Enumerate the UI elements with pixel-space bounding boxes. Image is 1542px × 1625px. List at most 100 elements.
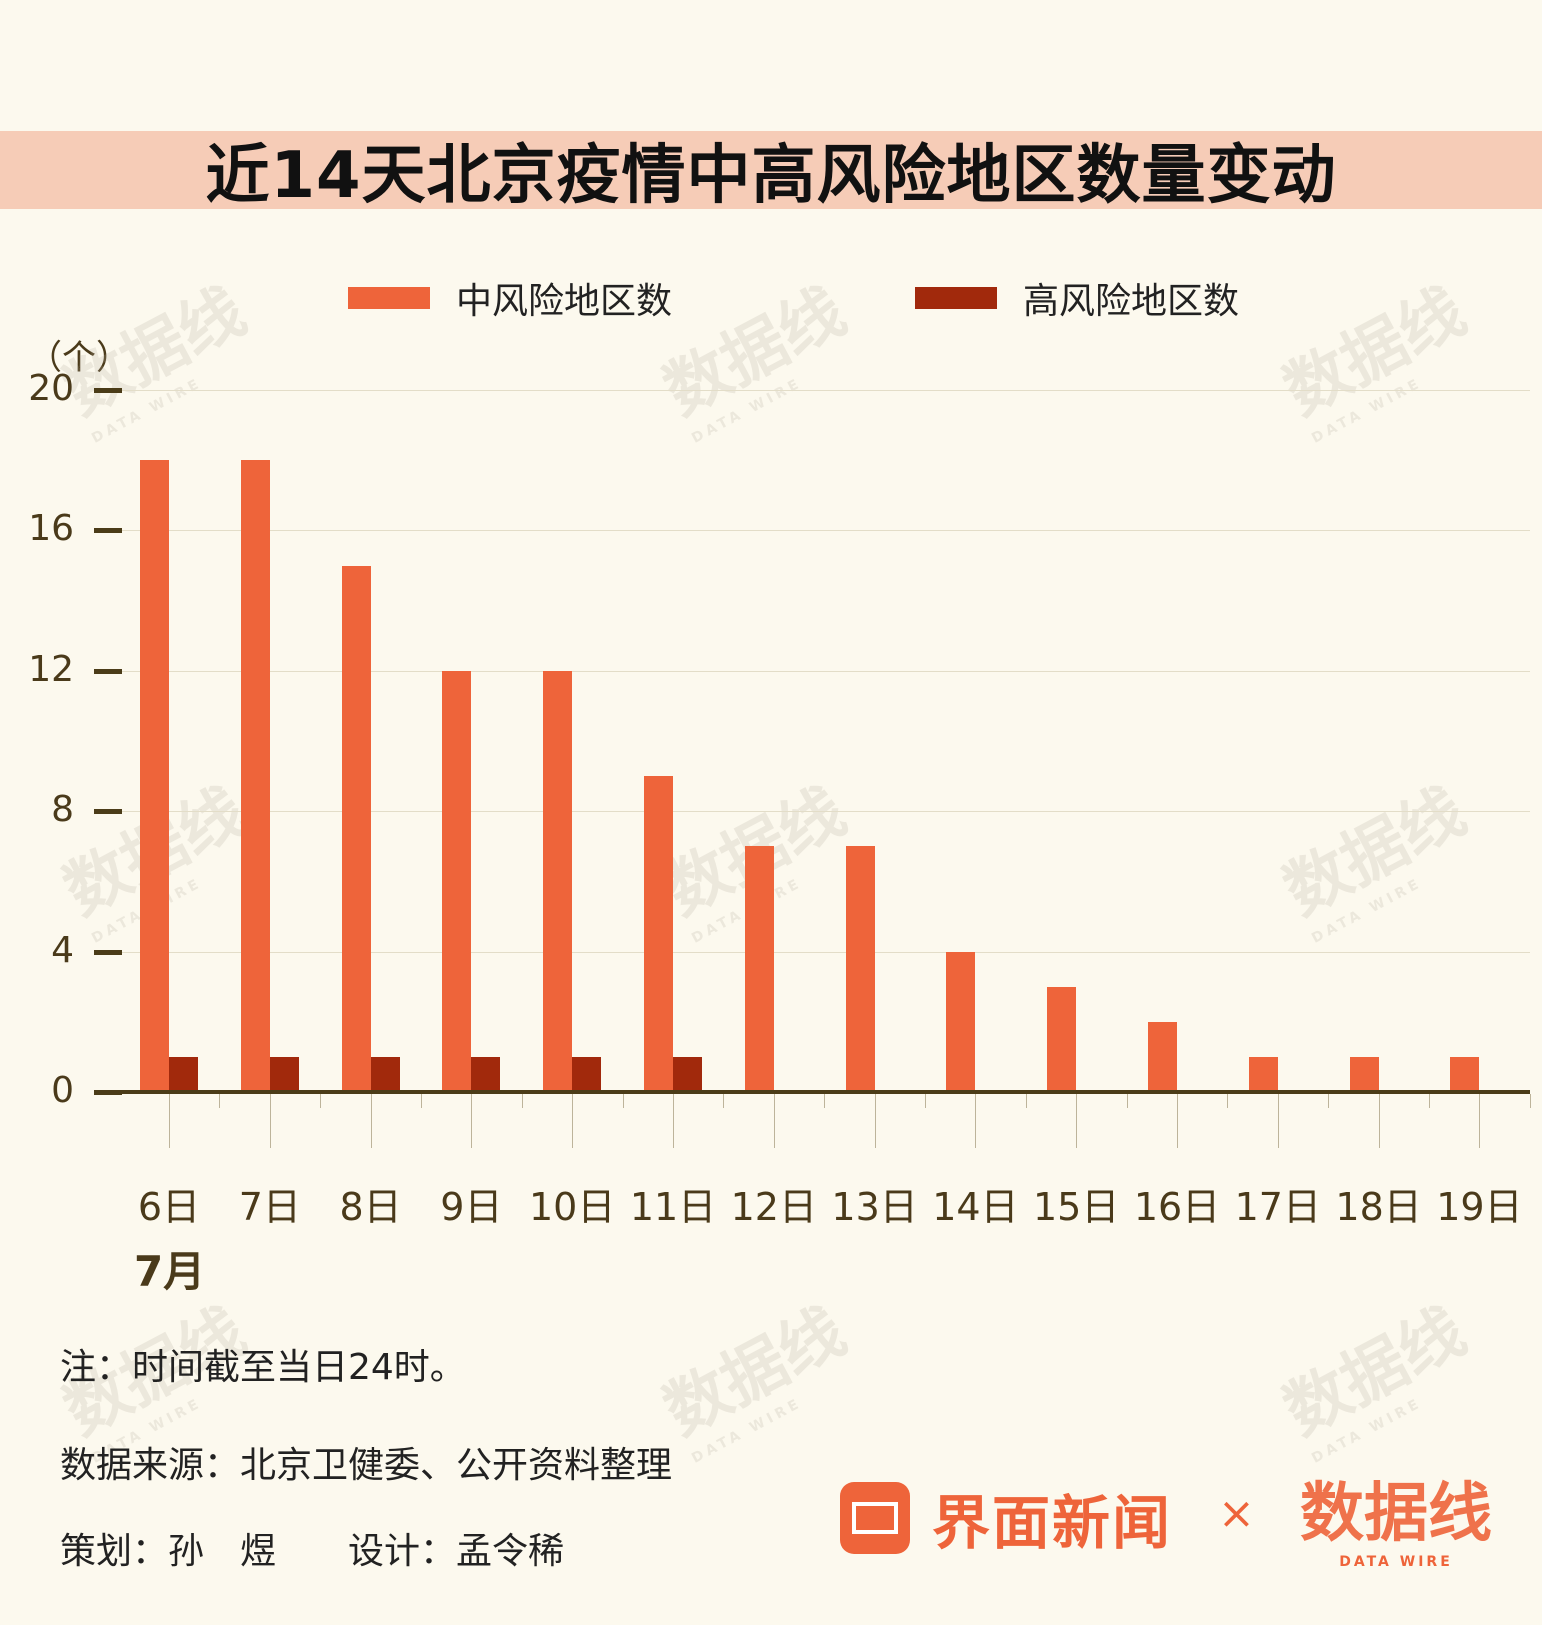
legend-label-high: 高风险地区数 xyxy=(1023,281,1240,322)
y-tick-label: 4 xyxy=(51,929,74,971)
x-tick-label: 7日 xyxy=(238,1185,301,1229)
x-tick-mark xyxy=(1378,1094,1380,1148)
bar-medium-risk xyxy=(1047,986,1077,1092)
x-minor-tick xyxy=(219,1094,221,1108)
bar-medium-risk xyxy=(644,776,673,1092)
bar-medium-risk xyxy=(1349,1056,1379,1092)
x-minor-tick xyxy=(521,1094,523,1108)
x-tick-mark xyxy=(169,1094,170,1148)
x-minor-tick xyxy=(1025,1094,1027,1108)
datawire-logo-icon: 数据线 xyxy=(1300,1477,1492,1551)
y-tick-label: 12 xyxy=(28,648,74,690)
x-tick-label: 10日 xyxy=(529,1185,616,1229)
y-tick-label: 8 xyxy=(51,789,74,831)
bar-medium-risk xyxy=(744,846,774,1092)
legend-item-high: 高风险地区数 xyxy=(915,272,1239,324)
x-tick-mark xyxy=(773,1094,775,1148)
x-minor-tick xyxy=(421,1094,422,1108)
x-minor-tick xyxy=(1529,1094,1531,1108)
jiemian-logo-icon xyxy=(840,1482,910,1554)
y-tick-mark xyxy=(94,809,122,815)
bar-medium-risk xyxy=(543,670,573,1092)
x-tick-label: 19日 xyxy=(1436,1185,1523,1229)
x-tick-mark xyxy=(1177,1094,1178,1148)
title-band: 近14天北京疫情中高风险地区数量变动 xyxy=(0,131,1542,213)
credits-text: 策划：孙 煜 设计：孟令稀 xyxy=(60,1531,565,1572)
x-tick-label: 14日 xyxy=(932,1185,1019,1229)
legend-swatch-high xyxy=(915,287,997,309)
x-tick-mark xyxy=(1076,1094,1078,1148)
x-tick-mark xyxy=(370,1094,372,1148)
x-tick-mark xyxy=(572,1094,574,1148)
bar-high-risk xyxy=(370,1056,400,1092)
x-tick-mark xyxy=(269,1094,271,1148)
brand-primary-name: 界面新闻 xyxy=(932,1489,1173,1557)
x-axis-line xyxy=(122,1090,1530,1094)
x-tick-mark xyxy=(1479,1094,1481,1148)
y-tick-mark xyxy=(94,668,122,674)
gridline xyxy=(122,951,1530,953)
x-tick-label: 13日 xyxy=(831,1185,918,1229)
brand-datawire: 数据线 DATA WIRE xyxy=(1300,1462,1492,1570)
y-axis-unit: （个） xyxy=(28,338,130,378)
bar-high-risk xyxy=(471,1056,501,1092)
x-axis-month-label: 7月 xyxy=(134,1247,206,1296)
x-minor-tick xyxy=(320,1094,322,1108)
x-minor-tick xyxy=(925,1094,926,1108)
legend-item-medium: 中风险地区数 xyxy=(348,272,672,324)
x-minor-tick xyxy=(1227,1094,1229,1108)
legend-swatch-medium xyxy=(348,287,430,309)
bar-high-risk xyxy=(572,1056,602,1092)
y-tick-mark xyxy=(94,1090,122,1095)
x-tick-label: 12日 xyxy=(730,1185,817,1229)
y-tick-mark xyxy=(94,949,122,955)
y-tick-mark xyxy=(94,528,122,534)
x-tick-label: 16日 xyxy=(1133,1185,1221,1229)
bar-high-risk xyxy=(169,1056,198,1092)
y-tick-label: 16 xyxy=(28,508,74,550)
brand-jiemian: 界面新闻 xyxy=(840,1476,1172,1560)
x-tick-mark xyxy=(673,1094,674,1148)
x-minor-tick xyxy=(1126,1094,1128,1108)
bar-medium-risk xyxy=(341,565,371,1092)
x-tick-label: 9日 xyxy=(440,1185,503,1229)
legend: 中风险地区数 高风险地区数 xyxy=(0,272,1542,322)
x-tick-label: 15日 xyxy=(1033,1185,1120,1229)
brand-separator: × xyxy=(1218,1488,1255,1539)
datawire-sub: DATA WIRE xyxy=(1339,1554,1453,1570)
bar-medium-risk xyxy=(1148,1021,1177,1092)
x-minor-tick xyxy=(723,1094,725,1108)
bar-high-risk xyxy=(673,1056,702,1092)
gridline xyxy=(122,390,1530,391)
y-tick-mark xyxy=(94,388,122,393)
x-minor-tick xyxy=(622,1094,624,1108)
x-tick-mark xyxy=(975,1094,977,1148)
bar-medium-risk xyxy=(1248,1056,1278,1092)
x-tick-mark xyxy=(874,1094,876,1148)
legend-label-medium: 中风险地区数 xyxy=(456,281,673,322)
bar-medium-risk xyxy=(1450,1056,1480,1092)
gridline xyxy=(122,670,1530,672)
bar-medium-risk xyxy=(442,670,472,1092)
chart-title: 近14天北京疫情中高风险地区数量变动 xyxy=(205,139,1337,213)
x-tick-label: 17日 xyxy=(1234,1185,1321,1229)
x-tick-label: 18日 xyxy=(1335,1185,1422,1229)
bar-medium-risk xyxy=(845,846,875,1092)
bar-high-risk xyxy=(269,1056,299,1092)
source-text: 数据来源：北京卫健委、公开资料整理 xyxy=(60,1445,673,1486)
x-minor-tick xyxy=(1328,1094,1330,1108)
x-tick-label: 11日 xyxy=(629,1185,717,1229)
x-tick-mark xyxy=(1277,1094,1279,1148)
x-tick-label: 8日 xyxy=(339,1185,402,1229)
gridline xyxy=(122,530,1530,532)
x-tick-mark xyxy=(471,1094,473,1148)
bar-medium-risk xyxy=(240,460,270,1092)
x-minor-tick xyxy=(824,1094,826,1108)
bar-medium-risk xyxy=(946,951,976,1092)
x-minor-tick xyxy=(1429,1094,1430,1108)
gridline xyxy=(122,811,1530,813)
note-text: 注：时间截至当日24时。 xyxy=(60,1347,466,1388)
